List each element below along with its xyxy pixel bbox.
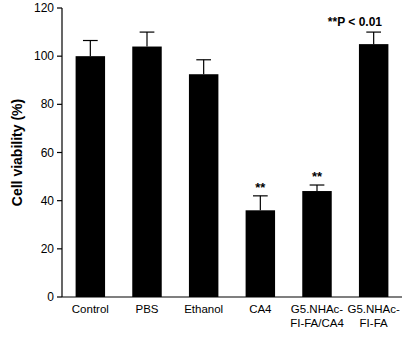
label-line: PBS <box>135 303 158 315</box>
y-tick <box>57 296 62 297</box>
y-tick-label: 60 <box>41 146 55 160</box>
y-tick <box>57 248 62 249</box>
bar <box>246 210 275 297</box>
bar <box>132 47 161 297</box>
label-line: G5.NHAc- <box>291 303 344 315</box>
error-line <box>203 60 204 74</box>
bar <box>189 74 218 297</box>
y-tick-label: 40 <box>41 194 55 208</box>
bar <box>76 56 105 297</box>
error-cap <box>83 40 98 41</box>
label-line: Control <box>72 303 109 315</box>
y-tick-label: 20 <box>41 242 55 256</box>
x-tick-label: G5.NHAc- FI-FA <box>347 303 400 329</box>
y-tick-label: 80 <box>41 97 55 111</box>
x-tick-label: Control <box>72 303 109 315</box>
error-line <box>146 32 147 46</box>
error-cap <box>196 59 211 60</box>
error-bar <box>253 196 268 210</box>
x-tick-label: CA4 <box>249 303 272 315</box>
y-tick-label: 0 <box>47 290 54 304</box>
error-cap <box>253 195 268 196</box>
error-cap <box>366 31 381 32</box>
label-line: Ethanol <box>184 303 223 315</box>
significance-marker: ** <box>312 169 323 184</box>
y-tick <box>57 56 62 57</box>
chart: 0 20 40 60 80 100 120 Control PBS Ethanol CA4 G5.NH… <box>0 0 405 343</box>
error-line <box>373 32 374 44</box>
error-bar <box>83 41 98 57</box>
label-line: CA4 <box>249 303 272 315</box>
y-tick-label: 100 <box>34 49 54 63</box>
x-tick-label: G5.NHAc- FI-FA/CA4 <box>290 303 344 329</box>
error-bar <box>310 185 325 191</box>
y-tick <box>57 152 62 153</box>
y-tick <box>57 200 62 201</box>
y-axis-label: Cell viability (%) <box>9 99 25 206</box>
x-tick-label: PBS <box>135 303 158 315</box>
error-cap <box>310 184 325 185</box>
y-tick <box>57 104 62 105</box>
error-bar <box>140 32 155 46</box>
label-line: FI-FA <box>360 317 388 329</box>
significance-marker: ** <box>255 180 266 195</box>
error-bar <box>366 32 381 44</box>
y-tick-label: 120 <box>34 1 54 15</box>
error-cap <box>140 31 155 32</box>
error-line <box>316 185 317 191</box>
error-line <box>90 41 91 57</box>
x-axis <box>62 296 402 297</box>
error-line <box>260 196 261 210</box>
x-tick-label: Ethanol <box>184 303 223 315</box>
label-line: G5.NHAc- <box>347 303 400 315</box>
y-tick <box>57 7 62 8</box>
bars <box>76 32 389 297</box>
label-line: FI-FA/CA4 <box>290 317 344 329</box>
error-bar <box>196 60 211 74</box>
bar <box>302 191 331 297</box>
bar <box>359 44 388 297</box>
annotation: **P < 0.01 <box>328 15 382 29</box>
